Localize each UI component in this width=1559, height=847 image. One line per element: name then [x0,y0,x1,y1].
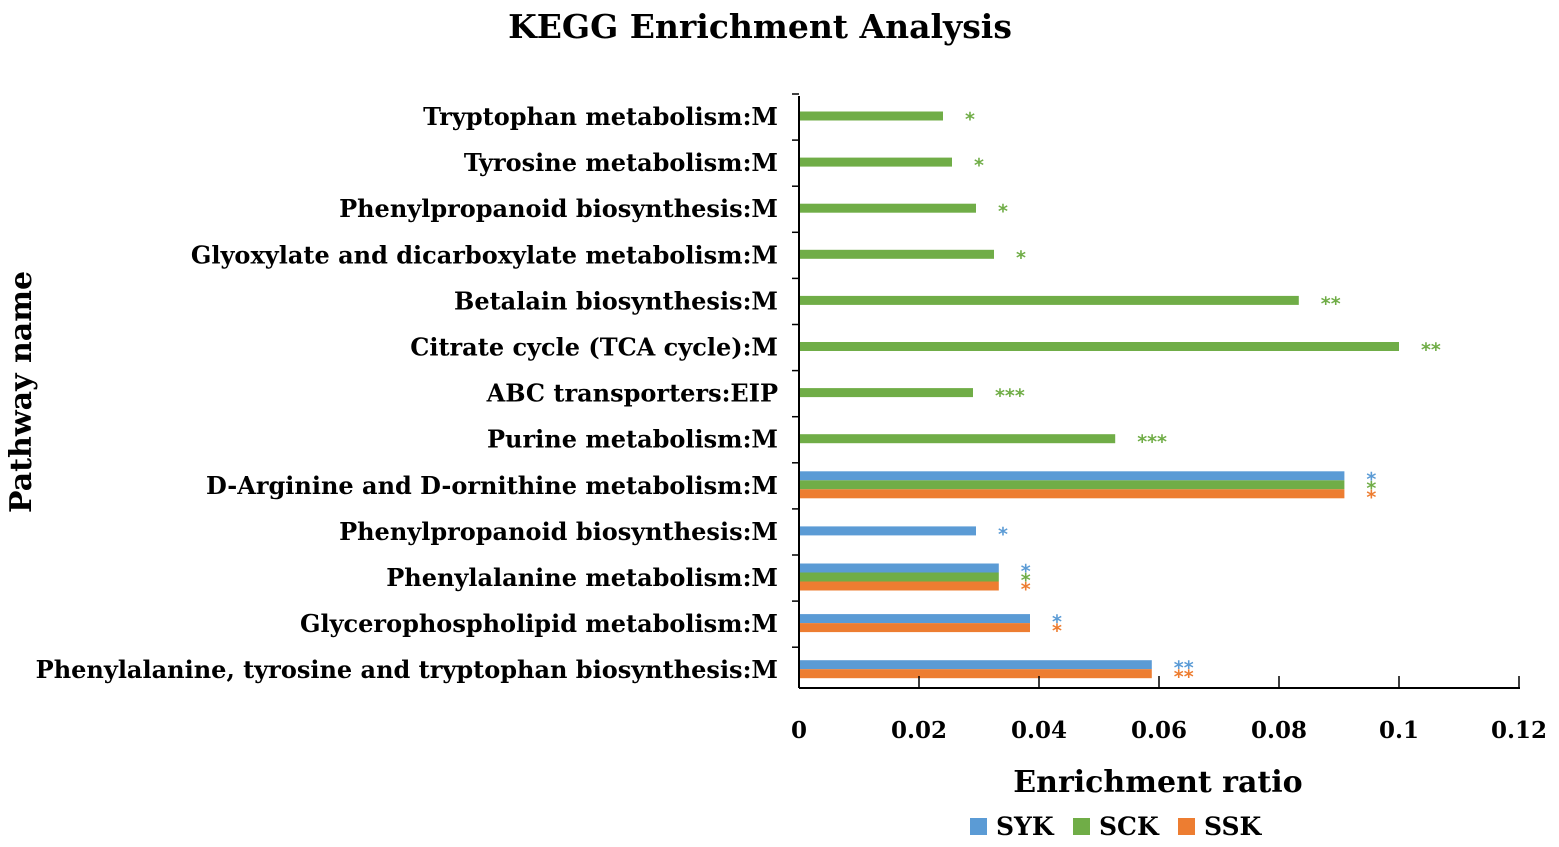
significance-mark: * [974,155,984,177]
category-label: ABC transporters:EIP [486,379,778,408]
legend-label-syk: SYK [996,812,1055,841]
x-tick-label: 0.02 [891,717,947,744]
legend-label-ssk: SSK [1204,812,1263,841]
significance-mark: ** [1421,339,1441,361]
significance-mark: ** [1174,666,1194,688]
bars [800,111,1399,679]
bar-sck [800,111,943,121]
x-axis-label: Enrichment ratio [1013,765,1302,800]
x-tick-label: 0.04 [1011,717,1067,744]
bar-sck [800,342,1399,351]
bar-syk [800,563,999,573]
bar-sck [800,572,999,582]
bar-sck [800,434,1116,444]
chart-title: KEGG Enrichment Analysis [508,7,1012,46]
significance-mark: * [965,109,975,131]
bar-ssk [800,623,1030,633]
bar-syk [800,471,1345,481]
x-tick-label: 0.08 [1251,717,1307,744]
bar-sck [800,249,994,259]
bar-syk [800,526,976,536]
category-label: Citrate cycle (TCA cycle):M [410,333,778,362]
bar-sck [800,203,976,213]
bar-syk [800,660,1152,670]
bar-sck [800,480,1345,490]
legend-swatch-sck [1073,818,1090,835]
x-tick-label: 0 [791,717,807,744]
bar-sck [800,388,973,398]
bar-syk [800,614,1030,624]
category-label: Tyrosine metabolism:M [464,148,778,177]
x-tick-label: 0.1 [1379,717,1419,744]
legend-swatch-ssk [1178,818,1195,835]
significance-mark: * [1021,561,1031,583]
significance-mark: *** [1137,431,1167,453]
significance-mark: *** [995,385,1025,407]
category-label: Phenylalanine metabolism:M [386,563,778,592]
significance-mark: * [1052,611,1062,633]
significance-mark: * [1016,247,1026,269]
bar-ssk [800,669,1152,679]
significance-mark: * [1366,468,1376,490]
significance-mark: ** [1321,293,1341,315]
significance-mark: ** [1174,657,1194,679]
category-label: Glycerophospholipid metabolism:M [300,609,778,638]
legend-label-sck: SCK [1099,812,1160,841]
category-label: Tryptophan metabolism:M [423,102,778,131]
category-label: D-Arginine and D-ornithine metabolism:M [206,471,778,500]
category-labels: Tryptophan metabolism:M Tyrosine metaboli… [36,93,799,684]
x-tick-label: 0.12 [1491,717,1547,744]
legend-swatch-syk [970,818,987,835]
significance-mark: * [1021,579,1031,601]
significance-mark: * [1021,570,1031,592]
significance-mark: * [1052,620,1062,642]
bar-sck [800,157,952,167]
category-label: Phenylpropanoid biosynthesis:M [339,194,778,223]
significance-marks: *************************** [965,109,1441,689]
category-label: Purine metabolism:M [487,425,778,454]
category-label: Phenylpropanoid biosynthesis:M [339,517,778,546]
x-axis-ticks: 0 0.02 0.04 0.06 0.08 0.1 0.12 [791,676,1547,744]
significance-mark: * [998,201,1008,223]
category-label: Phenylalanine, tyrosine and tryptophan b… [36,655,778,684]
category-label: Glyoxylate and dicarboxylate metabolism:… [191,240,778,269]
bar-ssk [800,489,1345,499]
bar-sck [800,295,1299,305]
legend: SYK SCK SSK [970,812,1263,841]
significance-mark: * [998,523,1008,545]
category-label: Betalain biosynthesis:M [454,286,778,315]
bar-ssk [800,581,999,591]
y-axis-label: Pathway name [4,271,39,513]
significance-mark: * [1366,477,1376,499]
significance-mark: * [1366,486,1376,508]
x-tick-label: 0.06 [1131,717,1187,744]
